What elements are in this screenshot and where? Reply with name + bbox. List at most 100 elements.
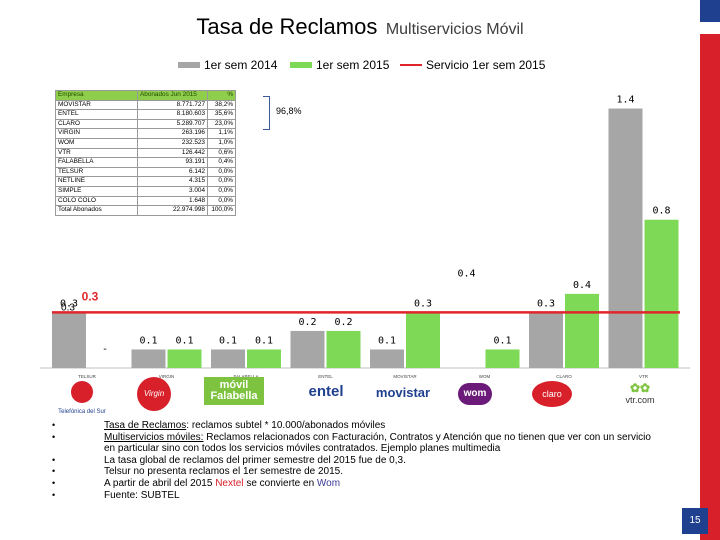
- flag-decoration: [700, 0, 720, 540]
- table-row: NETLINE 4.315 0,0%: [55, 176, 236, 187]
- table-cell-abonados: 93.191: [137, 157, 208, 168]
- table-cell-percent: 0,4%: [207, 157, 236, 168]
- table-cell-percent: 0,0%: [207, 185, 236, 197]
- table-cell-empresa: VIRGIN: [55, 128, 138, 139]
- note-multi-term: Multiservicios móviles:: [104, 431, 204, 443]
- logo-telsur-text: Telefónica del Sur: [58, 409, 106, 415]
- table-cell-empresa: Total Abonados: [55, 205, 138, 216]
- bar-2015-virgin: [167, 349, 202, 368]
- table-cell-percent: 0,0%: [207, 166, 236, 178]
- flag-red-band: [700, 34, 720, 540]
- virgin-logo-icon: Virgin mobile: [137, 377, 171, 432]
- bar-2015-wom: [485, 349, 520, 368]
- flag-white-band: [700, 22, 720, 34]
- table-cell-empresa: ENTEL: [55, 109, 138, 120]
- note-global-rate: La tasa global de reclamos del primer se…: [52, 455, 662, 467]
- legend-label-service: Servicio 1er sem 2015: [426, 58, 546, 72]
- data-label-2014-virgin: 0.1: [139, 335, 157, 346]
- data-label-2014-entel: 0.2: [298, 317, 316, 328]
- tick-label-telsur: TELSUR: [78, 374, 97, 379]
- bar-2015-vtr: [644, 219, 679, 368]
- table-row: VTR 126.442 0,6%: [55, 147, 236, 159]
- legend-item-2014: 1er sem 2014: [178, 58, 277, 72]
- logo-claro-text: claro: [542, 389, 562, 399]
- data-label-2014-falabella: 0.1: [219, 335, 237, 346]
- legend-label-2014: 1er sem 2014: [204, 58, 278, 72]
- tick-label-wom: WOM: [479, 374, 491, 379]
- telsur-logo-icon: [71, 381, 93, 403]
- bar-2014-virgin: [131, 349, 166, 368]
- bar-2015-movistar: [406, 312, 440, 368]
- note-nextel-wom: A partir de abril del 2015 Nextel se con…: [52, 478, 662, 490]
- table-cell-empresa: SIMPLE: [55, 185, 138, 197]
- legend-label-2015: 1er sem 2015: [316, 58, 390, 72]
- logo-wom-text: wom: [463, 388, 487, 399]
- note-multiservicios: Multiservicios móviles: Reclamos relacio…: [52, 432, 662, 455]
- legend-swatch-2015: [290, 62, 312, 68]
- bar-2015-falabella: [247, 349, 281, 368]
- subscribers-table: Empresa Abonados Jun 2015 % MOVISTAR 8.77…: [55, 90, 236, 216]
- table-cell-empresa: TELSUR: [55, 166, 138, 178]
- data-label-2015-wom: 0.1: [493, 335, 511, 346]
- table-cell-abonados: 8.771.727: [137, 99, 208, 111]
- logo-virgin: Virgin mobile: [130, 377, 178, 432]
- table-row: TELSUR 6.142 0,0%: [55, 166, 236, 178]
- tick-label-claro: CLARO: [556, 374, 572, 379]
- table-cell-empresa: COLO COLO: [55, 195, 138, 207]
- table-cell-abonados: 126.442: [137, 147, 208, 159]
- legend-swatch-service: [400, 64, 422, 66]
- logo-vtr-text: vtr.com: [625, 395, 655, 405]
- table-cell-abonados: 6.142: [137, 166, 208, 178]
- data-label-2015-claro: 0.4: [573, 280, 591, 291]
- logo-vtr: ✿✿ vtr.com: [610, 381, 670, 405]
- logo-falabella: móvil Falabella: [204, 377, 264, 405]
- operator-logos: Telefónica del Sur Virgin mobile móvil F…: [40, 375, 690, 432]
- table-row: CLARO 5.289.707 23,0%: [55, 118, 236, 130]
- data-label-2014-claro: 0.3: [537, 298, 555, 309]
- table-cell-abonados: 232.523: [137, 137, 208, 149]
- logo-falabella-text: móvil Falabella: [210, 379, 258, 402]
- data-label-2015-entel: 0.2: [334, 317, 352, 328]
- table-row: SIMPLE 3.004 0,0%: [55, 185, 236, 197]
- table-cell-abonados: 3.004: [137, 185, 208, 197]
- left-axis-label: 0.3: [61, 302, 75, 313]
- data-label-2015-movistar: 0.3: [414, 298, 432, 309]
- table-cell-percent: 23,0%: [207, 118, 236, 130]
- title-main: Tasa de Reclamos: [196, 14, 378, 39]
- falabella-logo-box: móvil Falabella: [204, 377, 264, 405]
- table-cell-empresa: MOVISTAR: [55, 99, 138, 111]
- table-cell-percent: 0,0%: [207, 176, 236, 187]
- table-cell-percent: 38,2%: [207, 99, 236, 111]
- note-tasa: Tasa de Reclamos: reclamos subtel * 10.0…: [52, 420, 662, 432]
- bar-2015-entel: [326, 330, 361, 368]
- table-cell-percent: 100,0%: [207, 205, 236, 216]
- table-cell-empresa: NETLINE: [55, 176, 138, 187]
- service-line-label: 0.3: [82, 289, 99, 303]
- data-label-2015-vtr: 0.8: [652, 206, 670, 217]
- logo-entel: entel: [296, 383, 356, 400]
- table-header-percent: %: [207, 90, 236, 101]
- table-cell-percent: 1,1%: [207, 128, 236, 139]
- data-label-2014-movistar: 0.1: [378, 335, 396, 346]
- logo-claro: claro: [532, 381, 572, 407]
- table-row: FALABELLA 93.191 0,4%: [55, 157, 236, 168]
- data-label-2015-falabella: 0.1: [255, 335, 273, 346]
- note-tasa-text: : reclamos subtel * 10.000/abonados móvi…: [186, 420, 386, 431]
- title-sub: Multiservicios Móvil: [385, 21, 524, 38]
- note-nextel-c: se convierte en: [243, 477, 317, 489]
- bar-2014-telsur: [52, 312, 86, 368]
- note-tasa-term: Tasa de Reclamos: [104, 420, 187, 431]
- table-row: VIRGIN 263.196 1,1%: [55, 128, 236, 139]
- vtr-logo-icon: ✿✿: [629, 381, 651, 395]
- table-row: COLO COLO 1.648 0,0%: [55, 195, 236, 207]
- legend-item-service: Servicio 1er sem 2015: [400, 58, 545, 72]
- bar-2015-claro: [565, 293, 599, 368]
- wom-extra-label: 0.4: [457, 268, 475, 279]
- note-wom-name: Wom: [316, 477, 341, 489]
- page-number: 15: [682, 508, 708, 534]
- table-cell-empresa: VTR: [55, 147, 138, 159]
- bar-2014-movistar: [370, 349, 404, 368]
- notes-list: Tasa de Reclamos: reclamos subtel * 10.0…: [52, 420, 662, 501]
- bar-2014-vtr: [608, 108, 643, 369]
- table-row: Total Abonados 22.974.998 100,0%: [55, 205, 236, 216]
